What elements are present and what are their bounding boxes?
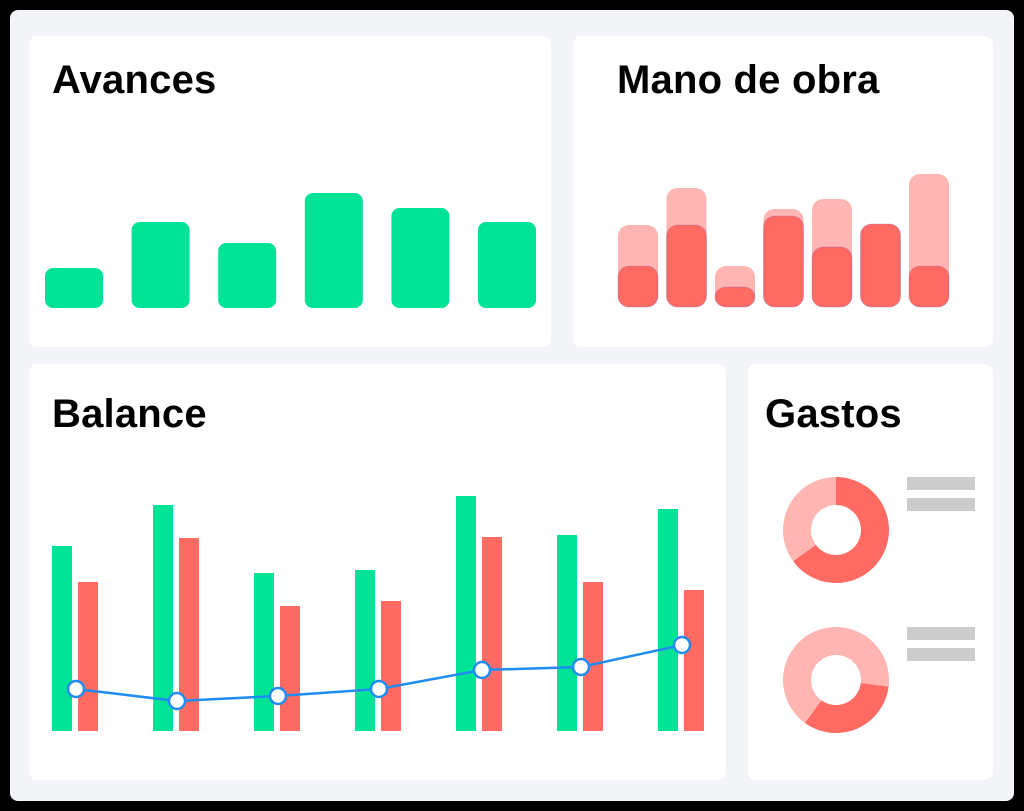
balance-income-bar bbox=[355, 570, 375, 731]
mano-actual-bar bbox=[908, 265, 950, 308]
balance-expense-bar bbox=[482, 537, 502, 731]
balance-expense-bar bbox=[179, 538, 199, 731]
balance-income-bar bbox=[456, 496, 476, 731]
avances-bar-chart bbox=[45, 193, 536, 308]
mano-de-obra-title: Mano de obra bbox=[617, 58, 880, 102]
avances-bar bbox=[304, 193, 363, 308]
balance-expense-bar bbox=[381, 601, 401, 731]
avances-bar bbox=[391, 208, 450, 308]
gastos-legend-placeholder bbox=[907, 627, 975, 640]
balance-point bbox=[66, 679, 86, 699]
avances-bar bbox=[45, 268, 103, 308]
balance-income-bar bbox=[658, 509, 678, 731]
balance-point bbox=[571, 657, 591, 677]
mano-actual-bar bbox=[860, 223, 901, 308]
balance-card: Balance bbox=[29, 364, 726, 780]
balance-title: Balance bbox=[52, 392, 207, 436]
avances-bar bbox=[478, 222, 536, 308]
mano-de-obra-card: Mano de obra bbox=[573, 36, 993, 347]
gastos-donut-slice bbox=[793, 477, 889, 583]
gastos-donut-slice bbox=[804, 683, 889, 733]
balance-income-bar bbox=[557, 535, 577, 731]
balance-point bbox=[268, 686, 288, 706]
balance-income-bar bbox=[52, 546, 72, 731]
balance-combo-chart bbox=[52, 496, 704, 731]
gastos-donut-slice bbox=[783, 477, 836, 562]
balance-income-bar bbox=[153, 505, 173, 731]
avances-title: Avances bbox=[52, 58, 217, 102]
avances-bar bbox=[218, 243, 277, 308]
balance-point bbox=[472, 660, 492, 680]
gastos-title: Gastos bbox=[765, 392, 902, 436]
balance-expense-bar bbox=[684, 590, 704, 731]
mano-actual-bar bbox=[666, 224, 707, 308]
avances-bar bbox=[131, 222, 190, 308]
mano-actual-bar bbox=[617, 265, 659, 308]
mano-actual-bar bbox=[811, 246, 853, 308]
gastos-legend-placeholder bbox=[907, 477, 975, 490]
balance-point bbox=[369, 679, 389, 699]
balance-expense-bar bbox=[583, 582, 603, 731]
gastos-card: Gastos bbox=[748, 364, 993, 780]
balance-income-bar bbox=[254, 573, 274, 731]
gastos-legend-placeholder bbox=[907, 648, 975, 661]
gastos-legend-placeholder bbox=[907, 498, 975, 511]
gastos-donut-charts bbox=[783, 477, 975, 733]
avances-card: Avances bbox=[29, 36, 551, 347]
mano-actual-bar bbox=[763, 215, 804, 308]
balance-expense-bar bbox=[78, 582, 98, 731]
mano-de-obra-bar-chart bbox=[617, 174, 950, 308]
balance-point bbox=[167, 691, 187, 711]
balance-expense-bar bbox=[280, 606, 300, 731]
mano-actual-bar bbox=[714, 286, 756, 308]
gastos-donut-slice bbox=[783, 627, 889, 723]
balance-point bbox=[672, 635, 692, 655]
